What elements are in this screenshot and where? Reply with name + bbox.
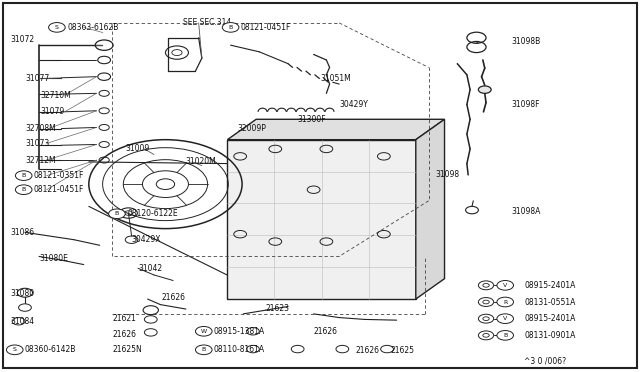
Text: 08363-6162B: 08363-6162B	[68, 23, 119, 32]
Text: 31073: 31073	[25, 139, 49, 148]
Text: 32708M: 32708M	[25, 124, 56, 133]
Circle shape	[497, 314, 513, 324]
Text: 21626: 21626	[355, 346, 379, 355]
Text: 31098A: 31098A	[511, 208, 541, 217]
Circle shape	[195, 345, 212, 355]
Text: 31098B: 31098B	[511, 37, 541, 46]
Text: 08110-8161A: 08110-8161A	[214, 345, 265, 354]
Text: 31098: 31098	[435, 170, 459, 179]
Text: 30429X: 30429X	[132, 235, 161, 244]
Text: B: B	[22, 187, 26, 192]
Text: 08131-0901A: 08131-0901A	[524, 331, 576, 340]
Circle shape	[15, 171, 32, 180]
Text: B: B	[503, 333, 508, 338]
Text: 08121-0451F: 08121-0451F	[34, 185, 84, 194]
Text: 08120-6122E: 08120-6122E	[127, 209, 178, 218]
Text: 31084: 31084	[10, 317, 35, 326]
Text: 32710M: 32710M	[40, 91, 71, 100]
Circle shape	[109, 209, 125, 219]
Text: 21621: 21621	[113, 314, 136, 323]
Text: 31079: 31079	[40, 108, 65, 116]
Text: S: S	[55, 25, 59, 30]
Circle shape	[6, 345, 23, 355]
Circle shape	[15, 185, 32, 195]
Text: 08131-0551A: 08131-0551A	[524, 298, 576, 307]
Text: 31009: 31009	[125, 144, 150, 153]
Text: V: V	[503, 316, 508, 321]
Text: 31051M: 31051M	[320, 74, 351, 83]
Polygon shape	[227, 140, 416, 299]
Text: 08121-0451F: 08121-0451F	[241, 23, 291, 32]
Text: 08915-2401A: 08915-2401A	[524, 281, 576, 290]
Text: 08915-2401A: 08915-2401A	[524, 314, 576, 323]
Text: 31072: 31072	[10, 35, 35, 44]
Text: 08360-6142B: 08360-6142B	[25, 345, 76, 354]
Text: V: V	[503, 283, 508, 288]
Circle shape	[49, 23, 65, 32]
Text: 32712M: 32712M	[25, 155, 56, 164]
Text: 21626: 21626	[314, 327, 338, 336]
Text: B: B	[228, 25, 233, 30]
Circle shape	[222, 23, 239, 32]
Circle shape	[497, 331, 513, 340]
Text: 31086: 31086	[10, 228, 35, 237]
Circle shape	[497, 297, 513, 307]
Circle shape	[497, 280, 513, 290]
Text: 31042: 31042	[138, 264, 162, 273]
Text: 31020M: 31020M	[186, 157, 217, 166]
Text: 31080: 31080	[10, 289, 35, 298]
Text: B: B	[202, 347, 206, 352]
Text: 08915-1381A: 08915-1381A	[214, 327, 265, 336]
Text: R: R	[503, 299, 508, 305]
Polygon shape	[416, 119, 445, 299]
Circle shape	[478, 86, 491, 93]
Text: 21625N: 21625N	[113, 345, 142, 354]
Text: W: W	[201, 329, 207, 334]
Text: 30429Y: 30429Y	[339, 100, 368, 109]
Text: S: S	[13, 347, 17, 352]
Text: 08121-0351F: 08121-0351F	[34, 171, 84, 180]
Text: 21623: 21623	[266, 304, 290, 313]
Text: 21626: 21626	[113, 330, 136, 339]
Text: 32009P: 32009P	[237, 124, 266, 133]
Text: 31080E: 31080E	[39, 254, 68, 263]
Text: B: B	[115, 211, 119, 216]
Text: SEE SEC.314: SEE SEC.314	[182, 19, 231, 28]
Text: B: B	[22, 173, 26, 178]
Text: 31300F: 31300F	[298, 115, 326, 124]
Text: 31098F: 31098F	[511, 100, 540, 109]
Polygon shape	[227, 119, 445, 140]
Text: 21626: 21626	[162, 293, 186, 302]
Text: 21625: 21625	[390, 346, 414, 355]
Text: 31077: 31077	[25, 74, 49, 83]
Text: ^3 0 /006?: ^3 0 /006?	[524, 356, 566, 365]
Circle shape	[195, 327, 212, 336]
